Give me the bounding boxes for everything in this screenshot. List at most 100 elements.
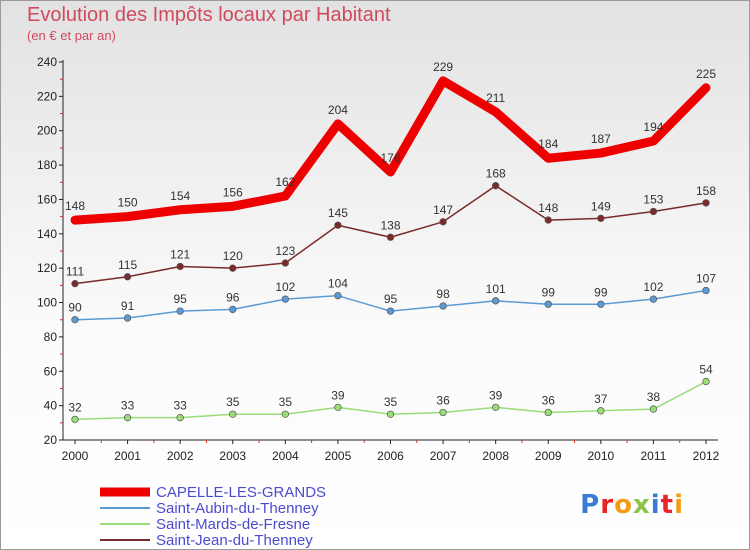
logo-letter: r	[600, 490, 615, 520]
data-label: 123	[275, 244, 295, 258]
data-label: 158	[696, 184, 716, 198]
data-label: 154	[170, 189, 190, 203]
y-tick-label: 120	[37, 261, 57, 275]
data-label: 99	[594, 285, 608, 299]
data-label: 176	[380, 151, 400, 165]
data-label: 101	[486, 282, 506, 296]
data-point	[649, 295, 658, 303]
y-tick-label: 60	[44, 364, 58, 378]
y-tick-label: 20	[44, 433, 58, 447]
data-label: 204	[328, 103, 348, 117]
data-label: 90	[68, 301, 82, 315]
x-tick-label: 2009	[535, 449, 562, 463]
data-point	[544, 408, 552, 417]
data-label: 168	[486, 167, 506, 181]
data-point	[71, 316, 79, 324]
y-tick-label: 40	[44, 399, 58, 413]
data-label: 91	[121, 299, 135, 313]
data-label: 38	[647, 390, 661, 404]
y-tick-label: 140	[37, 227, 57, 241]
data-label: 194	[643, 120, 663, 134]
data-label: 145	[328, 206, 348, 220]
x-tick-label: 2012	[693, 449, 720, 463]
data-label: 98	[436, 287, 450, 301]
data-point	[597, 214, 605, 223]
data-label: 162	[275, 175, 295, 189]
data-label: 153	[643, 192, 663, 206]
x-tick-label: 2003	[219, 449, 246, 463]
data-point	[386, 307, 395, 315]
data-label: 184	[538, 137, 558, 151]
logo-letter: o	[614, 490, 633, 520]
y-tick-label: 80	[44, 330, 58, 344]
data-label: 39	[331, 388, 345, 402]
data-label: 36	[436, 394, 450, 408]
data-point	[334, 403, 342, 412]
data-point	[229, 264, 237, 272]
data-label: 150	[118, 196, 138, 210]
data-point	[334, 292, 342, 300]
logo-letter: x	[632, 490, 651, 520]
data-label: 115	[118, 258, 137, 272]
data-point	[439, 408, 447, 417]
x-tick-label: 2006	[377, 449, 404, 463]
y-tick-label: 180	[37, 158, 57, 172]
logo-letter: i	[674, 490, 684, 520]
data-label: 148	[538, 201, 558, 215]
data-point	[492, 403, 500, 412]
data-label: 138	[380, 218, 400, 232]
data-label: 102	[643, 280, 663, 294]
data-label: 32	[68, 400, 82, 414]
data-label: 225	[696, 67, 716, 81]
data-point	[492, 182, 500, 190]
legend-label: Saint-Jean-du-Thenney	[156, 532, 313, 549]
data-point	[649, 207, 658, 216]
data-label: 95	[384, 292, 398, 306]
data-label: 54	[699, 363, 713, 377]
data-point	[439, 302, 447, 310]
data-label: 35	[279, 395, 293, 409]
data-point	[229, 305, 237, 314]
logo-letter: i	[650, 490, 661, 520]
data-label: 229	[433, 60, 453, 74]
data-label: 36	[542, 394, 556, 408]
data-label: 39	[489, 388, 503, 402]
chart-subtitle: (en € et par an)	[27, 28, 116, 43]
x-tick-label: 2008	[482, 449, 509, 463]
y-tick-label: 240	[37, 55, 57, 69]
x-tick-label: 2005	[325, 449, 352, 463]
data-label: 187	[591, 132, 611, 146]
data-point	[544, 300, 552, 308]
data-point	[386, 410, 395, 418]
data-label: 99	[542, 285, 556, 299]
data-label: 211	[486, 91, 505, 105]
x-tick-label: 2002	[167, 449, 194, 463]
data-point	[702, 286, 710, 295]
data-label: 102	[275, 280, 295, 294]
data-point	[281, 259, 289, 267]
data-point	[176, 414, 184, 422]
series-line-0	[70, 76, 711, 225]
logo-letter: t	[660, 490, 675, 520]
data-point	[702, 377, 710, 386]
data-point	[229, 410, 237, 418]
data-label: 121	[170, 247, 190, 261]
data-point	[176, 307, 184, 315]
data-point	[597, 300, 605, 308]
data-point	[123, 273, 132, 281]
data-point	[71, 415, 79, 424]
data-point	[386, 233, 395, 241]
data-point	[439, 218, 447, 226]
data-point	[123, 314, 132, 322]
data-label: 35	[226, 395, 240, 409]
data-point	[597, 407, 605, 415]
data-label: 35	[384, 395, 398, 409]
data-label: 33	[121, 399, 135, 413]
data-point	[544, 216, 552, 224]
data-label: 107	[696, 272, 716, 286]
y-tick-label: 100	[37, 296, 57, 310]
data-label: 111	[66, 265, 85, 279]
data-point	[281, 410, 289, 418]
x-tick-label: 2001	[114, 449, 141, 463]
